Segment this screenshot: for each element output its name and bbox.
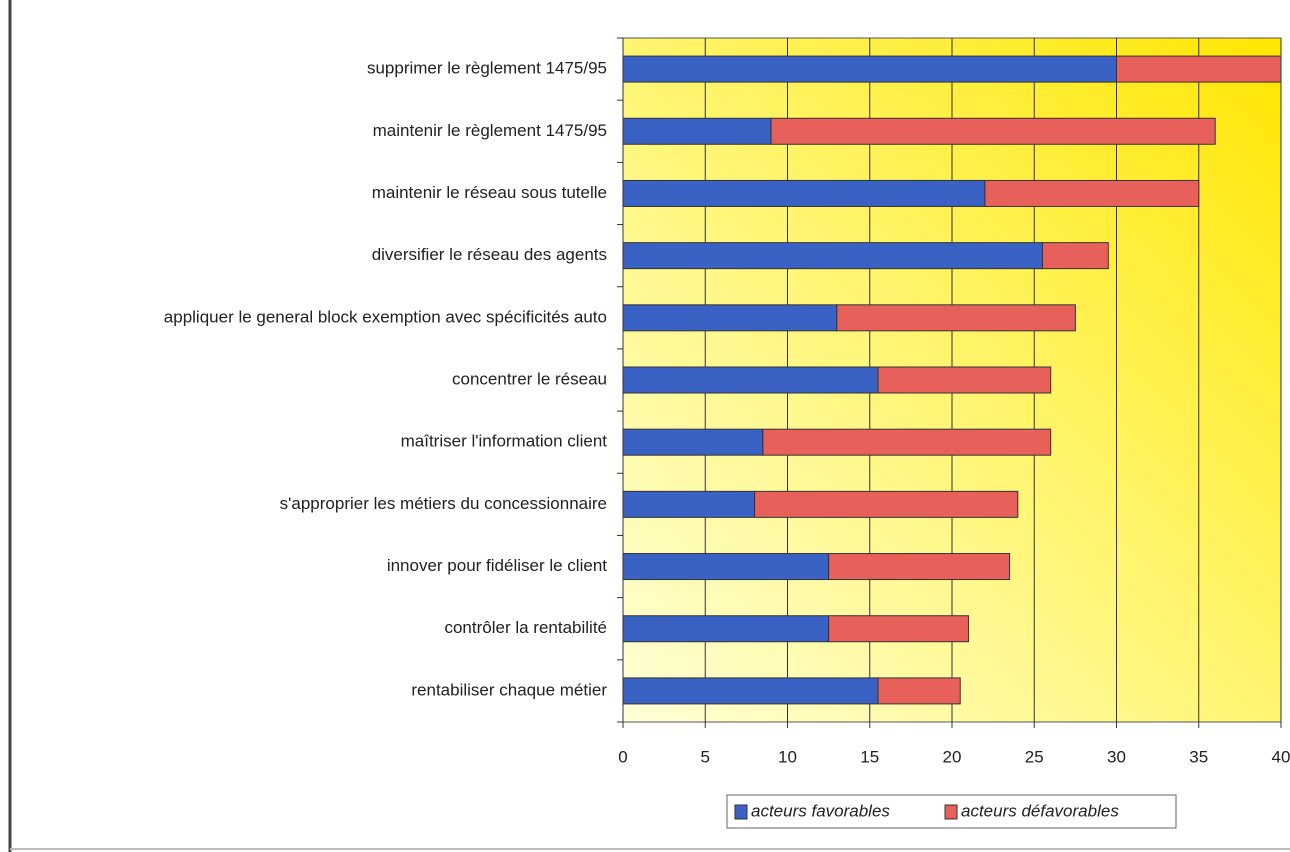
bar-segment — [828, 553, 1011, 581]
bar-segment — [622, 677, 879, 705]
bar-segment — [622, 179, 986, 207]
y-tick-label: innover pour fidéliser le client — [387, 556, 607, 575]
bar-segment — [622, 615, 830, 643]
bar-segment — [770, 117, 1216, 145]
y-tick-label: maîtriser l'information client — [401, 432, 608, 451]
bar-segment — [622, 366, 879, 394]
x-tick-label: 30 — [1107, 747, 1126, 766]
y-tick-label: appliquer le general block exemption ave… — [164, 307, 607, 326]
legend-swatch — [734, 804, 748, 820]
bar-segment — [622, 117, 772, 145]
bar-segment — [762, 428, 1052, 456]
x-tick-label: 10 — [778, 747, 797, 766]
bar-segment — [754, 490, 1019, 518]
y-tick-label: supprimer le règlement 1475/95 — [367, 59, 607, 78]
legend-label: acteurs défavorables — [961, 801, 1119, 820]
legend-swatch — [944, 804, 958, 820]
bar-segment — [1116, 55, 1282, 83]
bar-segment — [828, 615, 969, 643]
bar-segment — [622, 242, 1043, 270]
x-tick-label: 40 — [1272, 747, 1290, 766]
bar-segment — [622, 55, 1117, 83]
bar-segment — [622, 304, 838, 332]
bar-segment — [1041, 242, 1109, 270]
x-tick-label: 0 — [618, 747, 627, 766]
bar-segment — [984, 179, 1200, 207]
y-tick-label: concentrer le réseau — [452, 369, 607, 388]
y-tick-label: rentabiliser chaque métier — [411, 680, 607, 699]
x-tick-label: 20 — [943, 747, 962, 766]
bar-segment — [622, 553, 830, 581]
y-tick-label: contrôler la rentabilité — [444, 618, 607, 637]
bar-segment — [877, 366, 1052, 394]
y-tick-label: maintenir le règlement 1475/95 — [373, 121, 607, 140]
y-tick-label: maintenir le réseau sous tutelle — [372, 183, 607, 202]
legend-label: acteurs favorables — [751, 801, 890, 820]
bar-segment — [622, 490, 756, 518]
x-tick-label: 25 — [1025, 747, 1044, 766]
bar-segment — [836, 304, 1076, 332]
bar-segment — [877, 677, 961, 705]
x-tick-label: 35 — [1189, 747, 1208, 766]
x-tick-label: 15 — [860, 747, 879, 766]
y-tick-label: s'approprier les métiers du concessionna… — [280, 494, 607, 513]
bar-segment — [622, 428, 764, 456]
y-tick-label: diversifier le réseau des agents — [372, 245, 607, 264]
x-tick-label: 5 — [701, 747, 710, 766]
